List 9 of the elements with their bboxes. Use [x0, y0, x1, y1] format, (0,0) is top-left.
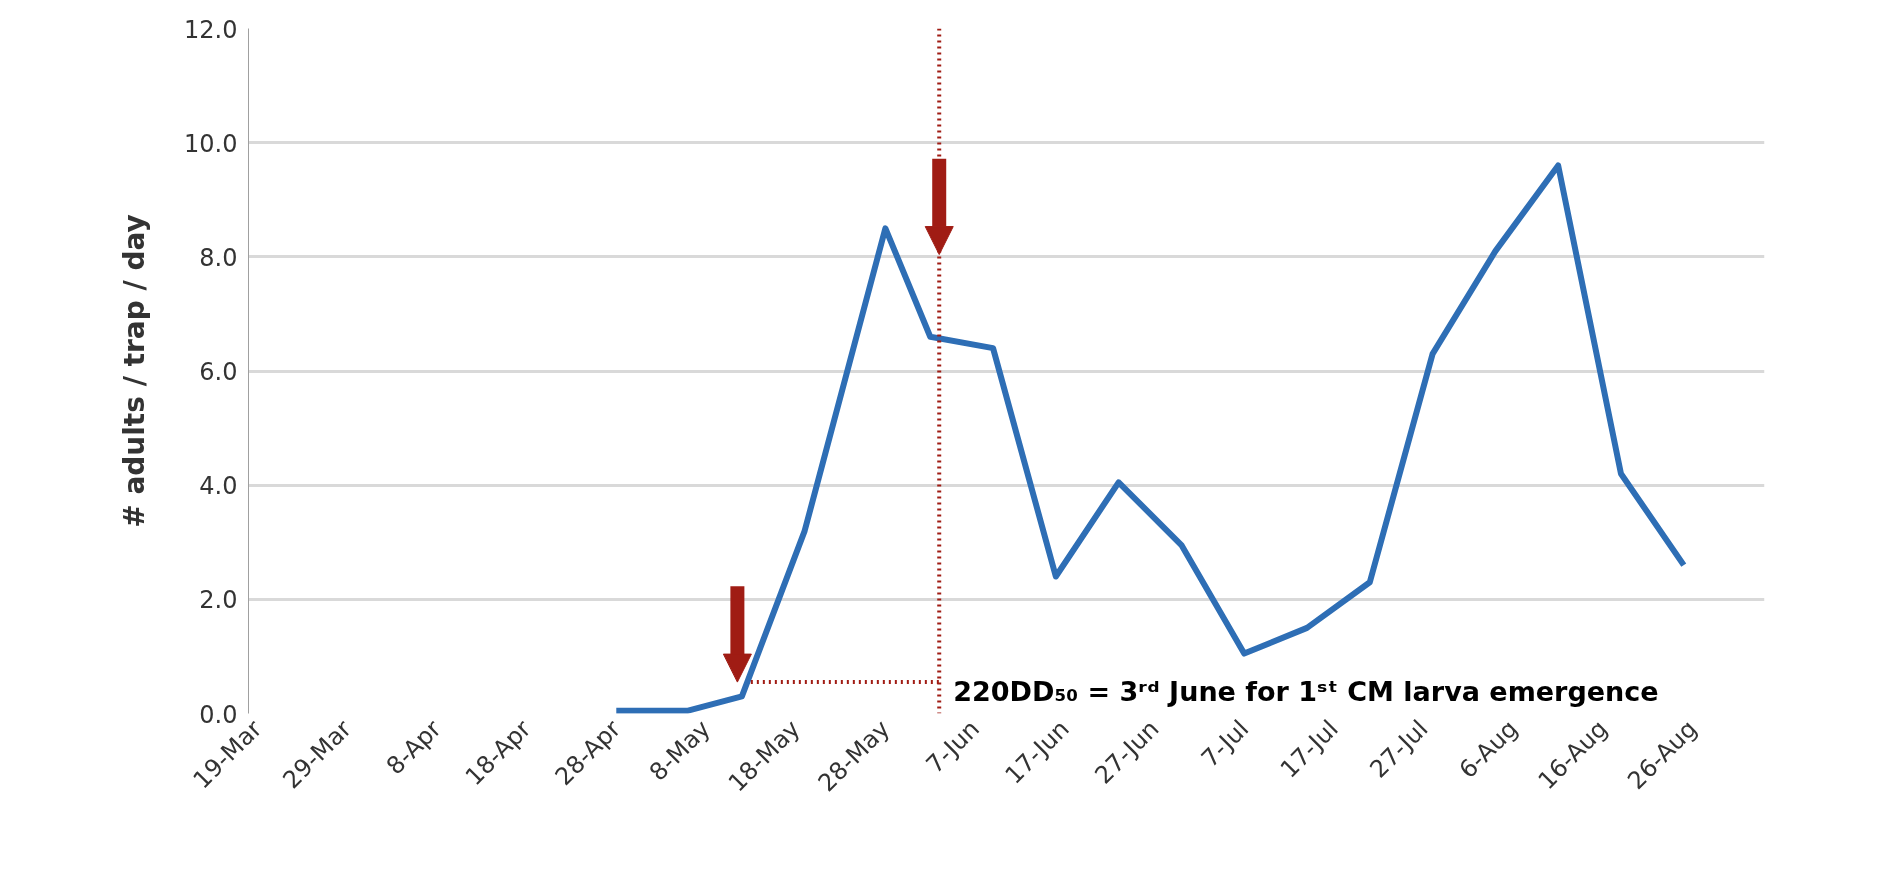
y-tick-label: 4.0: [199, 472, 238, 501]
y-tick-label: 6.0: [199, 358, 238, 386]
y-tick-label: 8.0: [199, 243, 238, 272]
ref-line-label: 220DD₅₀ = 3ʳᵈ June for 1ˢᵗ CM larva emergence: [953, 676, 1659, 707]
y-tick-label: 12.0: [184, 15, 238, 44]
y-axis-title: # adults / trap / day: [118, 214, 152, 528]
y-tick-label: 0.0: [199, 700, 238, 729]
y-tick-label: 2.0: [199, 586, 238, 615]
y-tick-label: 10.0: [184, 129, 238, 158]
